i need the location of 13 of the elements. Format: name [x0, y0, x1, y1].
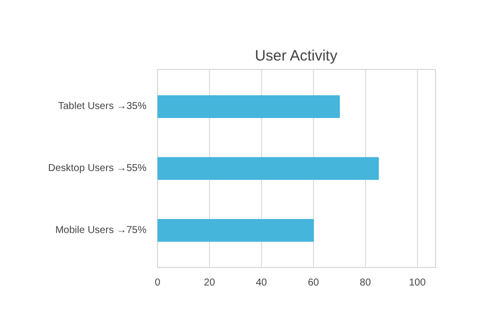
x-tick-label: 60 — [308, 278, 320, 288]
y-tick-label: Mobile Users →75% — [55, 224, 147, 236]
bar — [158, 219, 314, 242]
x-tick-label: 100 — [408, 278, 426, 288]
y-tick-label: Desktop Users →55% — [48, 163, 147, 174]
y-tick-label: Tablet Users →35% — [58, 101, 147, 112]
x-tick-label: 40 — [256, 278, 268, 288]
chart-title: User Activity — [254, 48, 338, 64]
x-tick-label: 20 — [204, 278, 216, 288]
bar — [158, 157, 379, 180]
x-tick-label: 0 — [154, 278, 161, 288]
bar — [158, 95, 340, 118]
x-tick-label: 80 — [360, 278, 372, 288]
